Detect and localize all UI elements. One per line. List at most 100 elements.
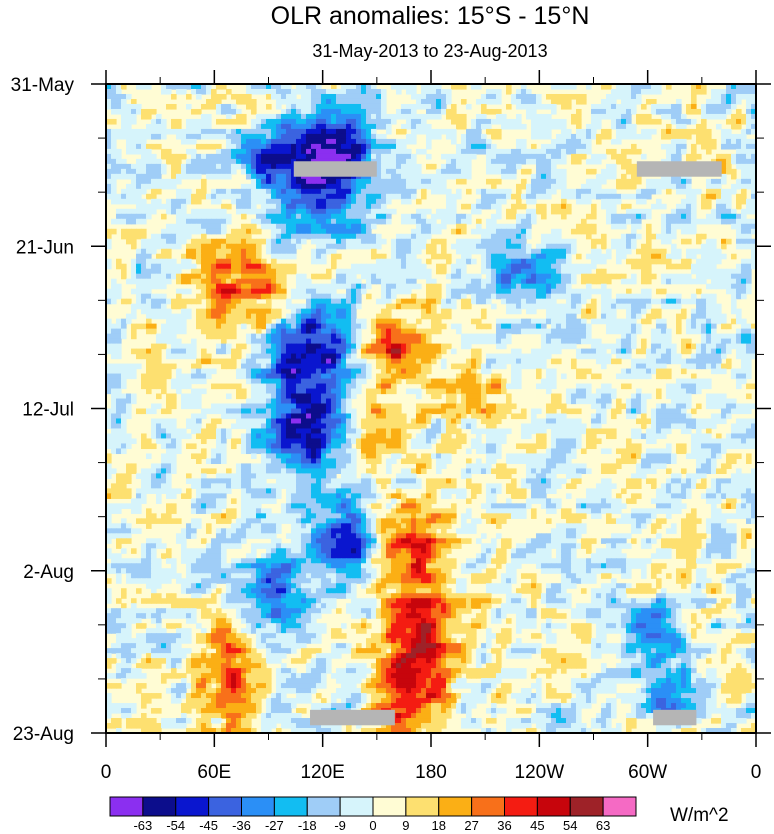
heatmap-cell [211, 128, 217, 135]
heatmap-cell [111, 333, 117, 340]
heatmap-cell [261, 123, 267, 130]
heatmap-cell [456, 178, 462, 185]
heatmap-cell [616, 118, 622, 125]
heatmap-cell [686, 318, 692, 325]
heatmap-cell [401, 338, 407, 345]
heatmap-cell [706, 293, 712, 300]
heatmap-cell [741, 233, 747, 240]
heatmap-cell [121, 213, 127, 220]
heatmap-cell [731, 213, 737, 220]
heatmap-cell [546, 328, 552, 335]
heatmap-cell [116, 88, 122, 95]
heatmap-cell [681, 263, 687, 270]
heatmap-cell [376, 343, 382, 350]
heatmap-cell [546, 348, 552, 355]
heatmap-cell [251, 98, 257, 105]
heatmap-cell [531, 218, 537, 225]
heatmap-cell [396, 163, 402, 170]
heatmap-cell [546, 173, 552, 180]
heatmap-cell [391, 183, 397, 190]
heatmap-cell [741, 328, 747, 335]
heatmap-cell [301, 183, 307, 190]
heatmap-cell [326, 153, 332, 160]
heatmap-cell [271, 148, 277, 155]
heatmap-cell [331, 338, 337, 345]
heatmap-cell [256, 348, 262, 355]
heatmap-cell [486, 263, 492, 270]
heatmap-cell [476, 223, 482, 230]
heatmap-cell [416, 183, 422, 190]
heatmap-cell [551, 343, 557, 350]
heatmap-cell [616, 293, 622, 300]
heatmap-cell [131, 268, 137, 275]
heatmap-cell [361, 103, 367, 110]
heatmap-cell [276, 288, 282, 295]
heatmap-cell [411, 103, 417, 110]
heatmap-cell [251, 173, 257, 180]
heatmap-cell [421, 173, 427, 180]
heatmap-cell [286, 208, 292, 215]
heatmap-cell [191, 193, 197, 200]
heatmap-cell [286, 118, 292, 125]
heatmap-cell [206, 223, 212, 230]
heatmap-cell [301, 313, 307, 320]
heatmap-cell [576, 298, 582, 305]
heatmap-cell [716, 113, 722, 120]
heatmap-cell [661, 238, 667, 245]
heatmap-cell [526, 108, 532, 115]
heatmap-cell [636, 248, 642, 255]
heatmap-cell [536, 118, 542, 125]
heatmap-cell [181, 273, 187, 280]
heatmap-cell [241, 278, 247, 285]
heatmap-cell [631, 343, 637, 350]
heatmap-cell [106, 228, 112, 235]
heatmap-cell [546, 148, 552, 155]
heatmap-cell [496, 318, 502, 325]
heatmap-cell [256, 313, 262, 320]
heatmap-cell [446, 153, 452, 160]
heatmap-cell [441, 313, 447, 320]
heatmap-cell [151, 183, 157, 190]
heatmap-cell [276, 163, 282, 170]
heatmap-cell [681, 223, 687, 230]
heatmap-cell [286, 93, 292, 100]
heatmap-cell [281, 203, 287, 210]
heatmap-cell [356, 243, 362, 250]
heatmap-cell [156, 183, 162, 190]
heatmap-cell [486, 253, 492, 260]
heatmap-cell [406, 243, 412, 250]
heatmap-cell [221, 168, 227, 175]
heatmap-cell [211, 298, 217, 305]
heatmap-cell [321, 323, 327, 330]
heatmap-cell [386, 283, 392, 290]
heatmap-cell [566, 283, 572, 290]
heatmap-cell [721, 283, 727, 290]
heatmap-cell [706, 313, 712, 320]
heatmap-cell [396, 188, 402, 195]
heatmap-cell [316, 313, 322, 320]
heatmap-cell [691, 343, 697, 350]
heatmap-cell [306, 323, 312, 330]
heatmap-cell [361, 238, 367, 245]
heatmap-cell [446, 303, 452, 310]
heatmap-cell [341, 98, 347, 105]
heatmap-cell [381, 323, 387, 330]
heatmap-cell [396, 333, 402, 340]
heatmap-cell [731, 338, 737, 345]
heatmap-cell [156, 293, 162, 300]
heatmap-cell [541, 133, 547, 140]
heatmap-cell [296, 128, 302, 135]
heatmap-cell [451, 273, 457, 280]
heatmap-cell [316, 338, 322, 345]
heatmap-cell [436, 288, 442, 295]
heatmap-cell [466, 163, 472, 170]
heatmap-cell [416, 318, 422, 325]
heatmap-cell [211, 228, 217, 235]
heatmap-cell [501, 238, 507, 245]
heatmap-cell [311, 128, 317, 135]
heatmap-cell [446, 128, 452, 135]
heatmap-cell [211, 188, 217, 195]
heatmap-cell [131, 213, 137, 220]
heatmap-cell [546, 263, 552, 270]
heatmap-cell [526, 288, 532, 295]
